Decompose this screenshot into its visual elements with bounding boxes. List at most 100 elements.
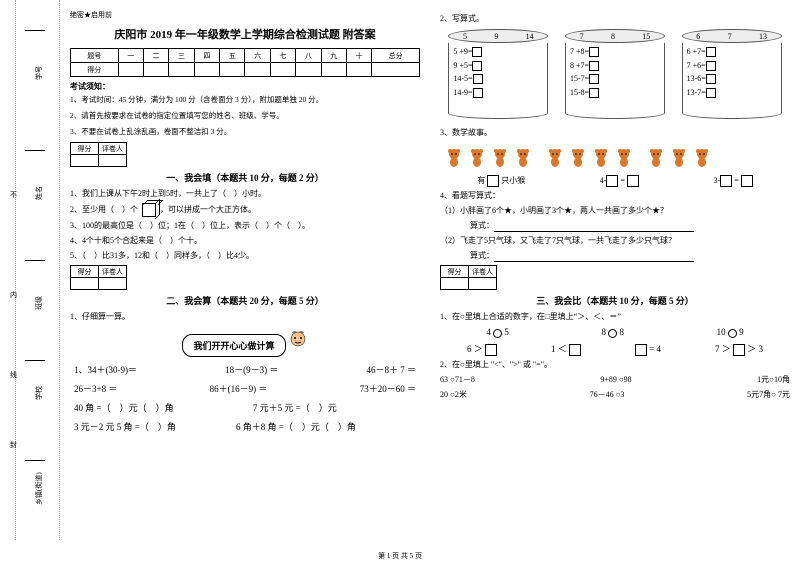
cylinder: 7 8 15 7 +8= 8 +7= 15-7= 15-8=	[565, 29, 665, 119]
answer-box[interactable]	[589, 88, 599, 98]
n: 9	[739, 327, 744, 337]
answer-box[interactable]	[473, 88, 483, 98]
expr: 26－3+8 ＝	[74, 382, 117, 395]
answer-box[interactable]	[706, 74, 716, 84]
cyl-num: 6	[696, 32, 700, 41]
answer-box[interactable]	[487, 175, 499, 187]
instruction-line: 2、请首先按要求在试卷的指定位置填写您的姓名、班级、学号。	[70, 110, 420, 122]
seal-char: 线	[10, 370, 17, 380]
th: 九	[321, 49, 346, 63]
th: 一	[118, 49, 143, 63]
compare-circle[interactable]	[608, 329, 617, 338]
p3-q2: 2、在○里填上 "<"、">" 或 "="。	[440, 359, 790, 371]
compare-circle[interactable]	[728, 329, 737, 338]
expr: 46－8＋ 7 ＝	[366, 363, 416, 376]
p3-q1: 1、在○里填上合适的数字，在□里填上“＞、＜、＝”	[440, 311, 790, 323]
margin-label: 姓名	[34, 186, 44, 200]
eq: 5 +9=	[453, 47, 472, 56]
margin-label: 学校	[34, 386, 44, 400]
score-cell: 评卷人	[469, 266, 497, 278]
th: 三	[169, 49, 194, 63]
fox-eq-row: 有 只小猴 4- = 3- =	[440, 175, 790, 187]
margin-label: 乡镇(街道)	[34, 472, 44, 505]
calc-row: 26－3+8 ＝ 86＋(16－9) ＝ 73＋20－60 ＝	[70, 382, 420, 395]
answer-box[interactable]	[589, 74, 599, 84]
lbl: 4-	[600, 176, 607, 185]
score-box: 得分评卷人	[70, 265, 127, 290]
n: 5	[504, 327, 509, 337]
answer-box[interactable]	[720, 175, 732, 187]
answer-line[interactable]	[494, 222, 694, 232]
cyl-num: 7	[580, 32, 584, 41]
th: 二	[143, 49, 168, 63]
n: 6 ＞	[467, 344, 483, 354]
eq: 14-9=	[453, 88, 472, 97]
monkey-icon	[567, 146, 589, 168]
eq: 14-5=	[453, 74, 472, 83]
answer-box[interactable]	[706, 47, 716, 57]
answer-box[interactable]	[485, 344, 497, 356]
th: 总分	[372, 49, 420, 63]
margin-label: 班级	[34, 296, 44, 310]
td: 得分	[71, 63, 119, 77]
q4b: 算式：	[470, 221, 494, 230]
speech-bubble: 我们开开心心做计算	[182, 334, 285, 357]
cylinder: 5 9 14 5 +9= 9 +5= 14-5= 14-9=	[448, 29, 548, 119]
answer-box[interactable]	[627, 175, 639, 187]
q1-2: 2、至少用（ ）个 ，可以拼成一个大正方体。	[70, 203, 420, 217]
compare-circle[interactable]	[493, 329, 502, 338]
answer-box[interactable]	[741, 175, 753, 187]
answer-box[interactable]	[635, 344, 647, 356]
monkey-icon	[668, 146, 690, 168]
eq: 9 +5=	[453, 61, 472, 70]
expr: 73＋20－60 ＝	[360, 382, 416, 395]
score-cell: 得分	[441, 266, 469, 278]
answer-box[interactable]	[569, 344, 581, 356]
answer-box[interactable]	[473, 74, 483, 84]
cmp: 1元○10角	[757, 374, 790, 386]
expr: 18－(9－3) ＝	[225, 363, 278, 376]
q1-1: 1、我们上课从下午2时上到5时，一共上了（ ）小时。	[70, 188, 420, 200]
q2-1: 1、仔细算一算。	[70, 311, 420, 323]
score-box: 得分评卷人	[70, 142, 127, 167]
fox-row	[440, 143, 790, 171]
monkey-icon	[544, 146, 566, 168]
cmp: 9+89 ○98	[600, 374, 631, 386]
q2-label: 2、写算式。	[440, 13, 790, 25]
q4d: 算式：	[470, 251, 494, 260]
q1-5: 5、（ ）比31多，12和（ ）同样多，（ ）比4少。	[70, 250, 420, 262]
cmp: 20 ○2米	[440, 389, 467, 401]
secret-label: 绝密★启用前	[70, 10, 420, 20]
lbl: 有	[477, 176, 485, 185]
th: 八	[296, 49, 321, 63]
eq: 13-7=	[687, 88, 706, 97]
th: 七	[270, 49, 295, 63]
answer-box[interactable]	[472, 47, 482, 57]
score-box: 得分评卷人	[440, 265, 497, 290]
score-cell: 得分	[71, 266, 99, 278]
seal-char: 封	[10, 440, 17, 450]
answer-box[interactable]	[589, 61, 599, 71]
n: = 4	[649, 344, 661, 354]
expr: 6 角＋8 角 =（ ）元（ ）角	[236, 420, 356, 433]
answer-box[interactable]	[606, 175, 618, 187]
n: 7 ＞	[715, 344, 731, 354]
calc-row: 3 元－2 元 5 角 =（ ）角 6 角＋8 角 =（ ）元（ ）角	[70, 420, 420, 433]
answer-box[interactable]	[589, 47, 599, 57]
th: 五	[220, 49, 245, 63]
part2-title: 二、我会算（本题共 20 分，每题 5 分）	[70, 294, 420, 307]
answer-box[interactable]	[706, 88, 716, 98]
q4a: （1）小胖画了6个★，小明画了3个★，两人一共画了多少个★？	[440, 205, 790, 217]
margin-label: 学号	[34, 66, 44, 80]
lbl: 只小猴	[501, 176, 525, 185]
answer-box[interactable]	[733, 344, 745, 356]
page-footer: 第 1 页 共 5 页	[0, 551, 800, 561]
score-cell: 得分	[71, 143, 99, 155]
monkey-icon	[443, 146, 465, 168]
th: 十	[346, 49, 371, 63]
cube-icon	[142, 203, 156, 217]
answer-box[interactable]	[706, 61, 716, 71]
binding-margin: 乡镇(街道) 学校 班级 姓名 学号 封 线 内 不	[0, 0, 60, 540]
answer-line[interactable]	[494, 252, 694, 262]
answer-box[interactable]	[472, 61, 482, 71]
